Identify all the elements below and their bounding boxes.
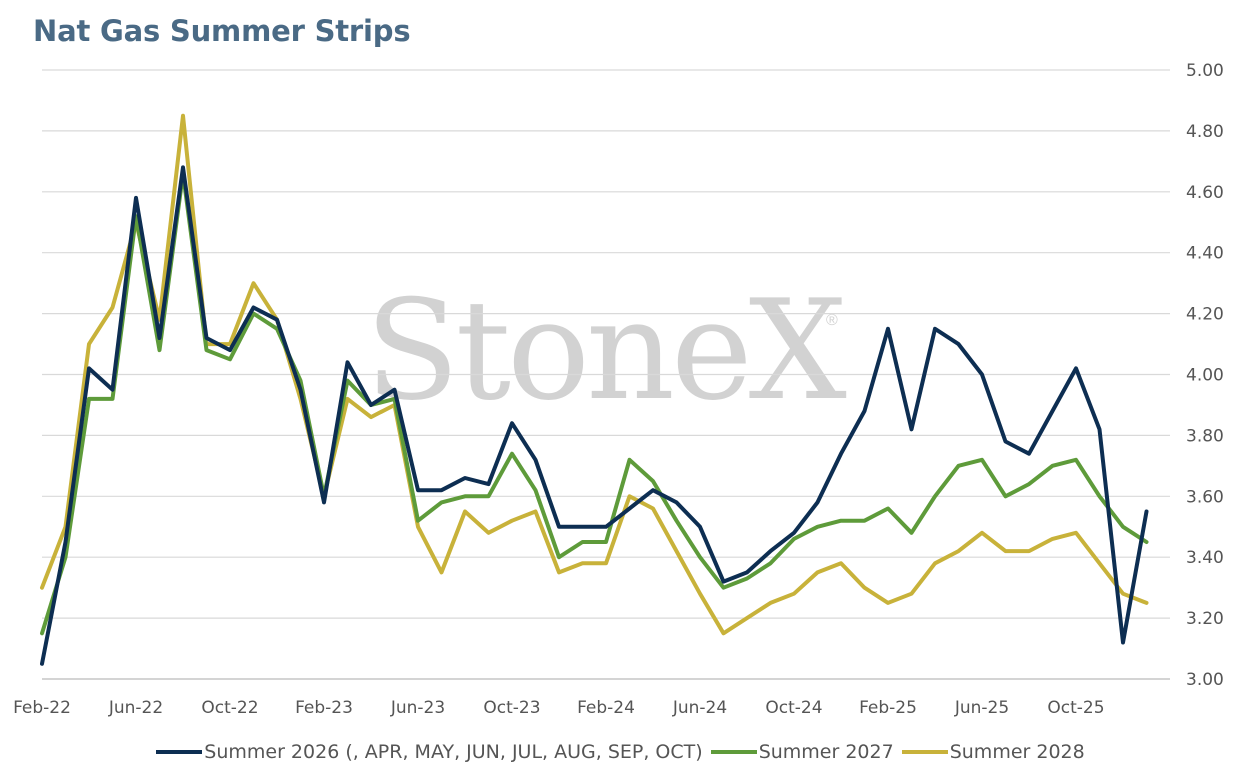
x-axis: Feb-22 Jun-22 Oct-22 Feb-23 Jun-23 Oct-23 Feb-… — [13, 678, 1170, 718]
x-tick-label: Feb-23 — [295, 698, 353, 718]
series-line — [40, 113, 1149, 636]
y-tick-label: 3.00 — [1186, 670, 1224, 690]
y-tick-label: 4.80 — [1186, 122, 1224, 142]
legend-item-summer-2028: Summer 2028 — [901, 741, 1085, 763]
legend-label: Summer 2028 — [949, 741, 1085, 763]
series-lines — [40, 113, 1149, 666]
y-axis: 5.00 4.80 4.60 4.40 4.20 4.00 3.80 3.60 3.40 3.20… — [1186, 61, 1224, 690]
legend-label: Summer 2027 — [758, 741, 894, 763]
legend: Summer 2026 (, APR, MAY, JUN, JUL, AUG, … — [0, 741, 1241, 763]
legend-item-summer-2026: Summer 2026 (, APR, MAY, JUN, JUL, AUG, … — [156, 741, 703, 763]
x-tick-label: Oct-24 — [765, 698, 822, 718]
stonex-watermark: StoneX — [365, 270, 847, 431]
y-tick-label: 3.40 — [1186, 548, 1224, 568]
y-tick-label: 4.20 — [1186, 305, 1224, 325]
series-line — [40, 165, 1149, 666]
x-tick-label: Oct-22 — [201, 698, 258, 718]
y-tick-label: 3.60 — [1186, 487, 1224, 507]
registered-mark: ® — [826, 312, 838, 329]
legend-swatch — [710, 750, 757, 754]
y-tick-label: 5.00 — [1186, 61, 1224, 81]
x-tick-label: Feb-25 — [859, 698, 917, 718]
x-tick-label: Oct-25 — [1047, 698, 1104, 718]
y-tick-label: 3.20 — [1186, 609, 1224, 629]
x-tick-label: Feb-24 — [577, 698, 635, 718]
legend-item-summer-2027: Summer 2027 — [710, 741, 894, 763]
chart-title: Nat Gas Summer Strips — [33, 14, 411, 48]
legend-label: Summer 2026 (, APR, MAY, JUN, JUL, AUG, … — [204, 741, 703, 763]
y-tick-label: 3.80 — [1186, 426, 1224, 446]
legend-swatch — [156, 750, 203, 754]
x-tick-label: Jun-25 — [954, 698, 1009, 718]
gridlines — [42, 69, 1170, 680]
x-tick-label: Feb-22 — [13, 698, 71, 718]
x-tick-label: Oct-23 — [483, 698, 540, 718]
legend-swatch — [901, 750, 948, 754]
y-tick-label: 4.00 — [1186, 366, 1224, 386]
x-tick-label: Jun-24 — [672, 698, 727, 718]
series-line — [40, 171, 1149, 636]
y-tick-label: 4.40 — [1186, 244, 1224, 264]
x-tick-label: Jun-22 — [108, 698, 163, 718]
y-tick-label: 4.60 — [1186, 183, 1224, 203]
x-tick-label: Jun-23 — [390, 698, 445, 718]
